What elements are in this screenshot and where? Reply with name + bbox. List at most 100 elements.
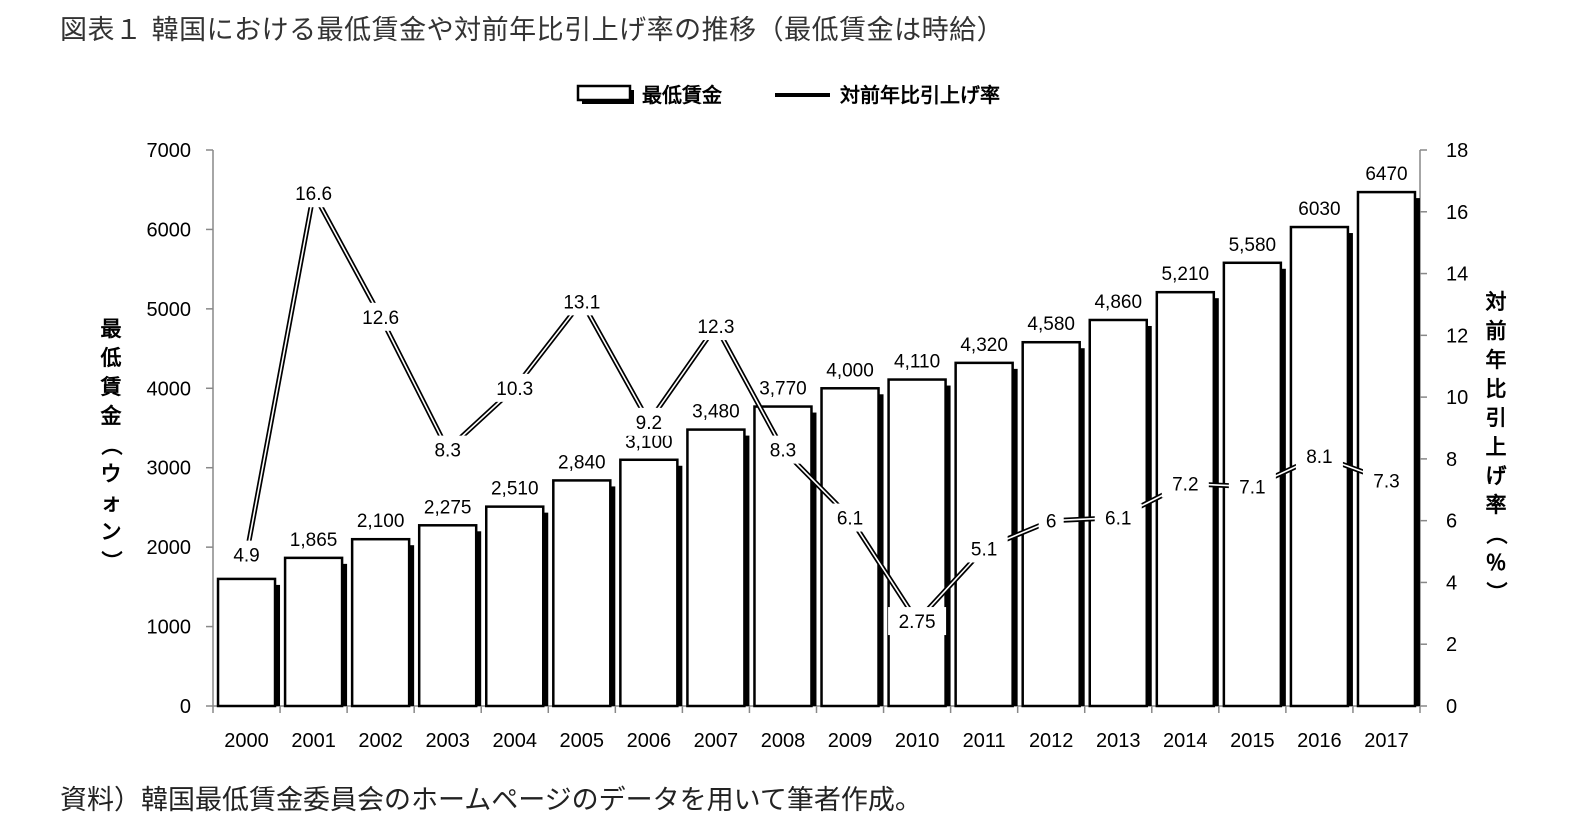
svg-text:7.1: 7.1 [1239, 478, 1265, 499]
svg-text:8.3: 8.3 [434, 441, 460, 462]
right-axis-title: 対前年比引上げ率 （ ％ ） [1484, 290, 1508, 603]
svg-text:（: （ [1484, 524, 1508, 545]
left-tick-label: 5000 [147, 299, 192, 321]
bar-data-label: 3,480 [692, 402, 740, 423]
x-tick-label: 2015 [1230, 730, 1275, 752]
bar-data-label: 3,770 [759, 379, 807, 400]
bar [485, 505, 545, 708]
left-tick-label: 0 [180, 696, 191, 718]
left-tick-label: 2000 [147, 537, 192, 559]
bar-data-label: 4,320 [960, 335, 1008, 356]
legend-item-bar: 最低賃金 [576, 83, 723, 107]
svg-text:ン: ン [101, 520, 122, 544]
legend-item-line: 対前年比引上げ率 [775, 83, 1000, 107]
bar [417, 524, 478, 708]
line-data-label: 2.75 [888, 607, 947, 636]
line-data-label: 7.1 [1228, 472, 1276, 501]
svg-text:率: 率 [1486, 493, 1507, 517]
svg-text:12.3: 12.3 [697, 317, 734, 338]
right-tick-label: 6 [1446, 511, 1457, 533]
svg-text:対前年比引上げ率: 対前年比引上げ率 [839, 83, 1000, 107]
svg-text:2.75: 2.75 [899, 612, 936, 633]
line-data-label: 8.1 [1295, 441, 1343, 470]
x-tick-label: 2013 [1096, 730, 1141, 752]
bar-data-label: 5,580 [1229, 235, 1277, 256]
legend: 最低賃金 対前年比引上げ率 [576, 83, 1000, 107]
right-tick-label: 18 [1446, 140, 1468, 162]
svg-text:最: 最 [101, 317, 123, 341]
svg-text:上: 上 [1486, 435, 1507, 459]
line-data-label: 4.9 [223, 540, 271, 569]
svg-text:対: 対 [1486, 290, 1507, 314]
left-tick-label: 6000 [147, 219, 192, 241]
line-data-label: 8.3 [759, 435, 807, 464]
bar [887, 378, 947, 708]
left-tick-label: 1000 [147, 617, 192, 639]
left-axis-title: 最低賃金 （ ウォン ） [99, 317, 123, 572]
line-data-label: 6 [1038, 506, 1064, 535]
bar [619, 458, 679, 708]
bar-data-label: 4,000 [826, 360, 874, 381]
svg-text:引: 引 [1486, 406, 1507, 430]
right-tick-label: 4 [1446, 572, 1457, 594]
svg-text:年: 年 [1486, 348, 1507, 372]
line-data-label: 6.1 [1094, 503, 1142, 532]
svg-text:7.2: 7.2 [1172, 475, 1198, 496]
svg-text:13.1: 13.1 [563, 292, 600, 313]
left-tick-label: 3000 [147, 458, 192, 480]
x-tick-label: 2002 [358, 730, 403, 752]
svg-text:金: 金 [100, 404, 123, 428]
bar [1356, 190, 1417, 708]
svg-text:％: ％ [1486, 551, 1507, 575]
x-tick-label: 2001 [291, 730, 336, 752]
svg-text:6: 6 [1046, 512, 1057, 533]
bar-data-label: 4,110 [894, 352, 940, 373]
right-tick-label: 2 [1446, 634, 1457, 656]
bar [350, 537, 411, 708]
right-tick-label: 10 [1446, 387, 1468, 409]
bar-data-label: 2,510 [491, 479, 539, 500]
x-tick-label: 2006 [627, 730, 672, 752]
svg-text:8.1: 8.1 [1306, 447, 1332, 468]
right-tick-label: 16 [1446, 202, 1468, 224]
svg-text:げ: げ [1486, 464, 1508, 488]
line-data-label: 7.3 [1362, 466, 1410, 495]
svg-text:9.2: 9.2 [636, 413, 662, 434]
source-note: 資料）韓国最低賃金委員会のホームページのデータを用いて筆者作成。 [60, 785, 922, 816]
svg-text:4.9: 4.9 [233, 546, 259, 567]
svg-text:最低賃金: 最低賃金 [642, 83, 723, 107]
bar-data-labels: 1,865 2,100 2,275 2,510 2,840 3,100 3,480 3,770… [290, 164, 1408, 551]
x-tick-label: 2012 [1029, 730, 1074, 752]
line-data-label: 9.2 [625, 407, 673, 436]
line-data-label: 6.1 [826, 503, 874, 532]
x-tick-label: 2014 [1163, 730, 1208, 752]
line-data-label: 13.1 [552, 287, 611, 316]
x-tick-label: 2009 [828, 730, 873, 752]
x-tick-label: 2003 [425, 730, 470, 752]
bar-data-label: 1,865 [290, 530, 338, 551]
svg-text:16.6: 16.6 [295, 184, 332, 205]
bar-series [216, 190, 1420, 708]
bar-data-label: 4,580 [1027, 314, 1075, 335]
bar [216, 577, 277, 708]
line-data-label: 5.1 [960, 534, 1008, 563]
svg-text:）: ） [99, 551, 123, 572]
line-data-label: 10.3 [485, 373, 544, 402]
bar-data-label: 2,100 [357, 511, 405, 532]
bar [686, 428, 746, 708]
right-tick-label: 0 [1446, 696, 1457, 718]
svg-text:10.3: 10.3 [496, 379, 533, 400]
bar-data-label: 6470 [1365, 164, 1407, 185]
bar [954, 361, 1014, 708]
right-tick-label: 8 [1446, 449, 1457, 471]
line-data-label: 8.3 [424, 435, 472, 464]
svg-text:）: ） [1484, 582, 1508, 603]
x-tick-label: 2011 [963, 730, 1006, 752]
x-tick-label: 2010 [895, 730, 940, 752]
line-data-labels: 4.9 16.6 12.6 8.3 10.3 13.1 9.2 12.3 8.3 6.1 2.75 5… [223, 179, 1410, 636]
x-tick-label: 2008 [761, 730, 806, 752]
right-tick-label: 12 [1446, 325, 1468, 347]
bar [552, 479, 612, 708]
svg-text:6.1: 6.1 [837, 509, 863, 530]
right-tick-label: 14 [1446, 264, 1468, 286]
